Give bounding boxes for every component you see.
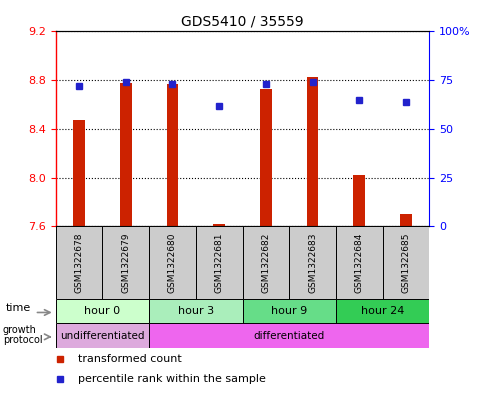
Bar bbox=[382, 226, 428, 299]
Text: hour 24: hour 24 bbox=[360, 306, 403, 316]
Text: time: time bbox=[6, 303, 31, 312]
Text: growth: growth bbox=[3, 325, 37, 335]
Text: GSM1322684: GSM1322684 bbox=[354, 233, 363, 293]
Bar bbox=[149, 299, 242, 323]
Text: hour 0: hour 0 bbox=[84, 306, 120, 316]
Text: hour 9: hour 9 bbox=[271, 306, 307, 316]
Bar bbox=[166, 84, 178, 226]
Bar bbox=[259, 89, 271, 226]
Bar bbox=[102, 226, 149, 299]
Bar bbox=[73, 120, 85, 226]
Text: GSM1322682: GSM1322682 bbox=[261, 233, 270, 293]
Text: differentiated: differentiated bbox=[253, 331, 324, 341]
Text: undifferentiated: undifferentiated bbox=[60, 331, 144, 341]
Bar bbox=[56, 323, 149, 348]
Bar bbox=[120, 83, 131, 226]
Bar bbox=[56, 226, 102, 299]
Text: GSM1322685: GSM1322685 bbox=[401, 233, 409, 293]
Bar bbox=[213, 224, 225, 226]
Text: hour 3: hour 3 bbox=[178, 306, 213, 316]
Text: GSM1322683: GSM1322683 bbox=[307, 233, 317, 293]
Text: protocol: protocol bbox=[3, 336, 42, 345]
Text: transformed count: transformed count bbox=[78, 354, 182, 364]
Bar bbox=[56, 299, 149, 323]
Text: GSM1322679: GSM1322679 bbox=[121, 233, 130, 293]
Bar bbox=[353, 175, 364, 226]
Bar bbox=[335, 299, 428, 323]
Text: GSM1322680: GSM1322680 bbox=[167, 233, 177, 293]
Bar bbox=[288, 226, 335, 299]
Bar bbox=[149, 226, 196, 299]
Bar bbox=[335, 226, 382, 299]
Bar bbox=[306, 77, 318, 226]
Bar bbox=[242, 299, 335, 323]
Bar bbox=[196, 226, 242, 299]
Bar bbox=[399, 214, 411, 226]
Text: percentile rank within the sample: percentile rank within the sample bbox=[78, 375, 266, 384]
Text: GSM1322681: GSM1322681 bbox=[214, 233, 223, 293]
Bar bbox=[242, 226, 288, 299]
Title: GDS5410 / 35559: GDS5410 / 35559 bbox=[181, 15, 303, 29]
Bar bbox=[149, 323, 428, 348]
Text: GSM1322678: GSM1322678 bbox=[75, 233, 83, 293]
